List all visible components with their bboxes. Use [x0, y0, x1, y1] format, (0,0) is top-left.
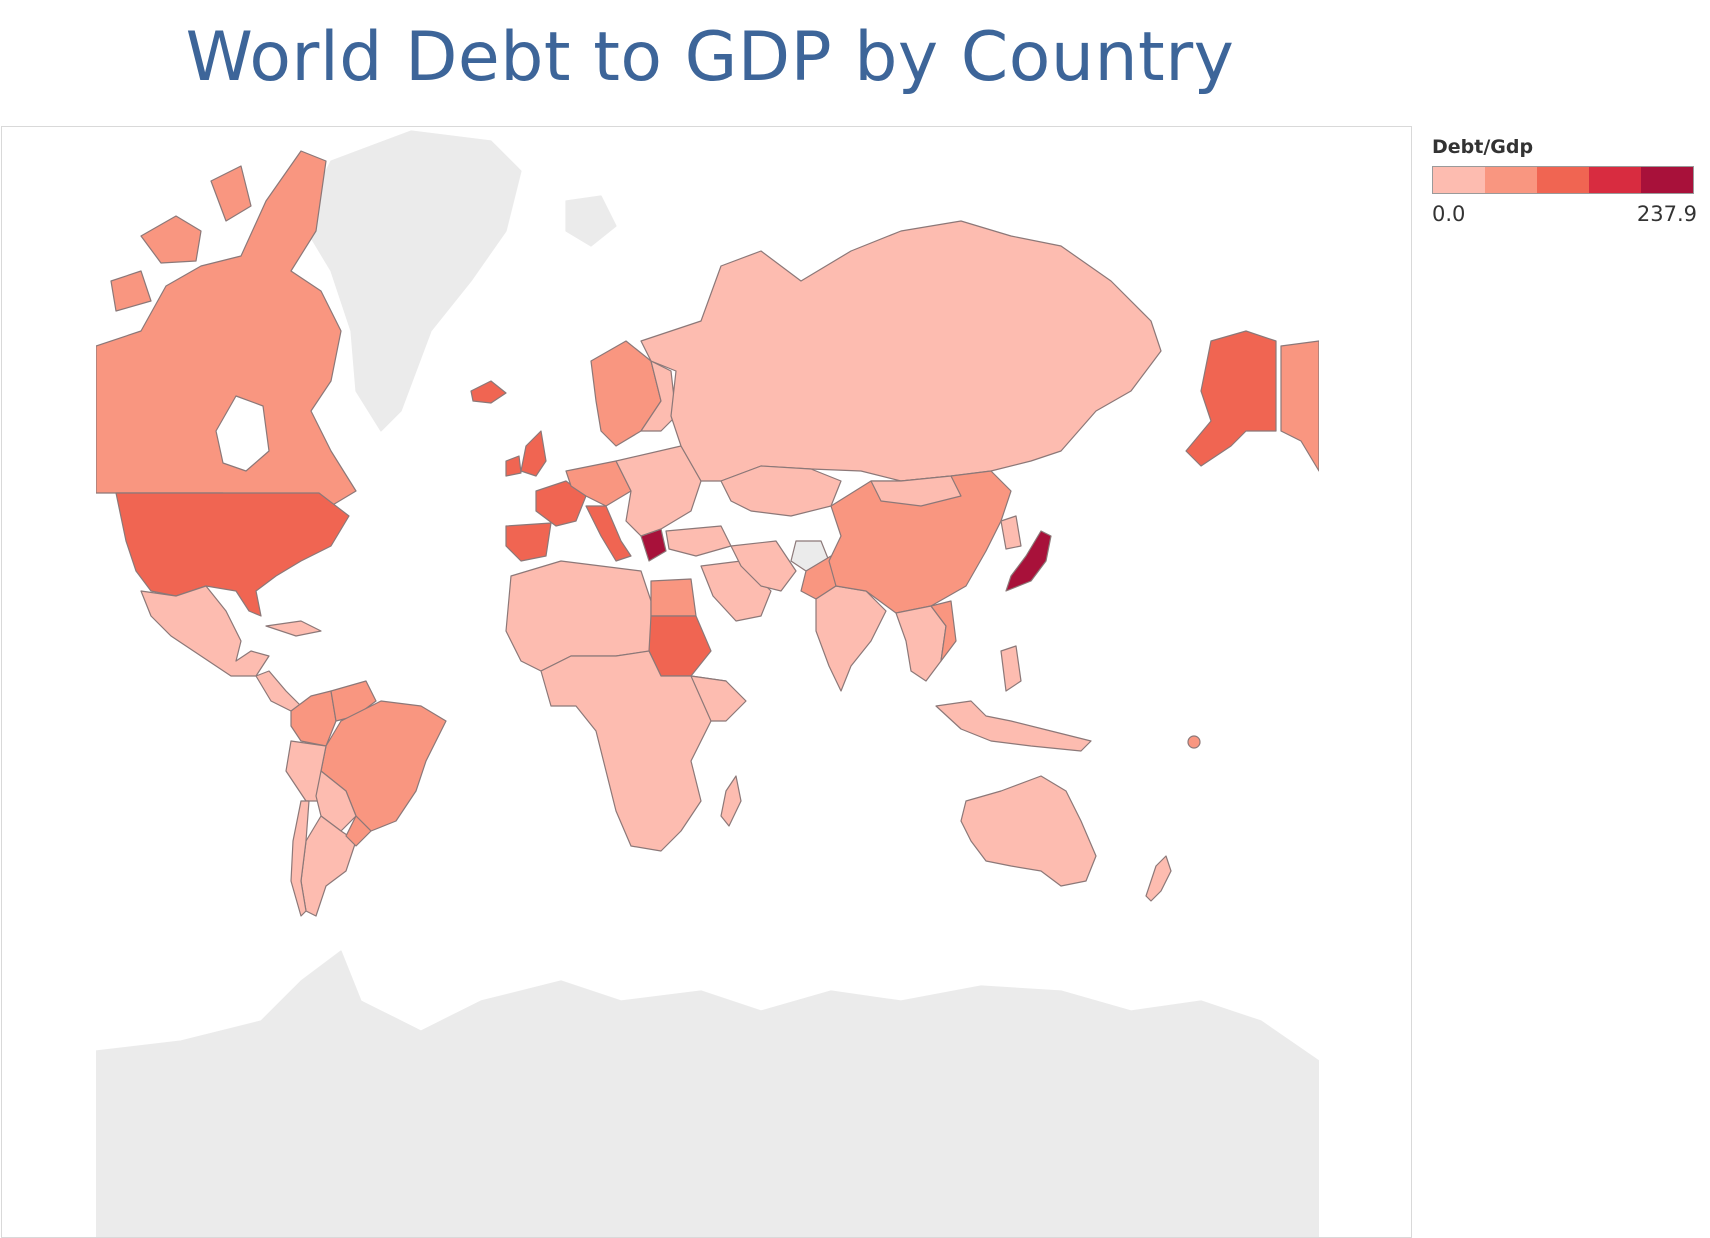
map-area[interactable]	[1, 126, 1412, 1238]
country-korea[interactable]	[1000, 515, 1022, 550]
country-italy[interactable]	[585, 505, 632, 562]
legend-swatch	[1589, 167, 1641, 193]
country-mexico[interactable]	[140, 585, 270, 677]
country-spain[interactable]	[505, 522, 552, 562]
country-uruguay[interactable]	[345, 815, 372, 847]
country-mongolia[interactable]	[870, 475, 962, 507]
map-title: World Debt to GDP by Country	[185, 18, 1235, 97]
country-central-america[interactable]	[255, 670, 302, 712]
country-fiji[interactable]	[1187, 735, 1201, 749]
legend-swatch	[1537, 167, 1589, 193]
country-indonesia[interactable]	[935, 700, 1092, 752]
country-svalbard[interactable]	[565, 195, 617, 247]
country-united-states[interactable]	[115, 492, 350, 617]
country-canada-islands[interactable]	[110, 165, 252, 312]
country-cuba[interactable]	[265, 620, 322, 637]
country-australia[interactable]	[960, 775, 1097, 887]
country-alaska[interactable]	[1185, 330, 1277, 467]
country-canada-east[interactable]	[1280, 340, 1319, 472]
legend-swatch	[1641, 167, 1693, 193]
country-chile[interactable]	[290, 800, 310, 917]
country-greenland[interactable]	[300, 130, 522, 432]
legend-max-label: 237.9	[1636, 202, 1697, 226]
country-philippines[interactable]	[1000, 645, 1022, 692]
legend-swatch	[1485, 167, 1537, 193]
country-india[interactable]	[815, 585, 887, 692]
country-ireland[interactable]	[505, 455, 522, 477]
country-ethiopia-somalia[interactable]	[690, 675, 747, 722]
country-vietnam[interactable]	[930, 600, 957, 662]
country-egypt[interactable]	[650, 578, 697, 617]
country-iceland[interactable]	[470, 380, 507, 404]
country-iran[interactable]	[730, 540, 797, 592]
legend-min-label: 0.0	[1432, 202, 1466, 226]
country-southeast-asia[interactable]	[895, 605, 947, 682]
country-uk[interactable]	[520, 430, 547, 477]
country-sudan[interactable]	[648, 615, 712, 677]
country-turkey[interactable]	[665, 525, 732, 557]
color-legend: Debt/Gdp 0.0 237.9	[1432, 136, 1710, 232]
country-antarctica[interactable]	[96, 950, 1319, 1237]
country-finland[interactable]	[640, 360, 677, 432]
legend-color-bar	[1432, 166, 1694, 194]
country-new-zealand[interactable]	[1145, 855, 1172, 902]
country-madagascar[interactable]	[720, 775, 742, 827]
world-map[interactable]	[2, 127, 1411, 1237]
country-france[interactable]	[535, 480, 587, 527]
country-colombia[interactable]	[290, 690, 337, 747]
legend-title: Debt/Gdp	[1432, 136, 1534, 158]
legend-swatch	[1433, 167, 1485, 193]
country-japan[interactable]	[1005, 530, 1052, 592]
country-central-africa[interactable]	[540, 650, 727, 852]
country-russia[interactable]	[640, 220, 1162, 482]
country-hudson-bay	[215, 395, 270, 472]
country-argentina[interactable]	[300, 815, 357, 917]
